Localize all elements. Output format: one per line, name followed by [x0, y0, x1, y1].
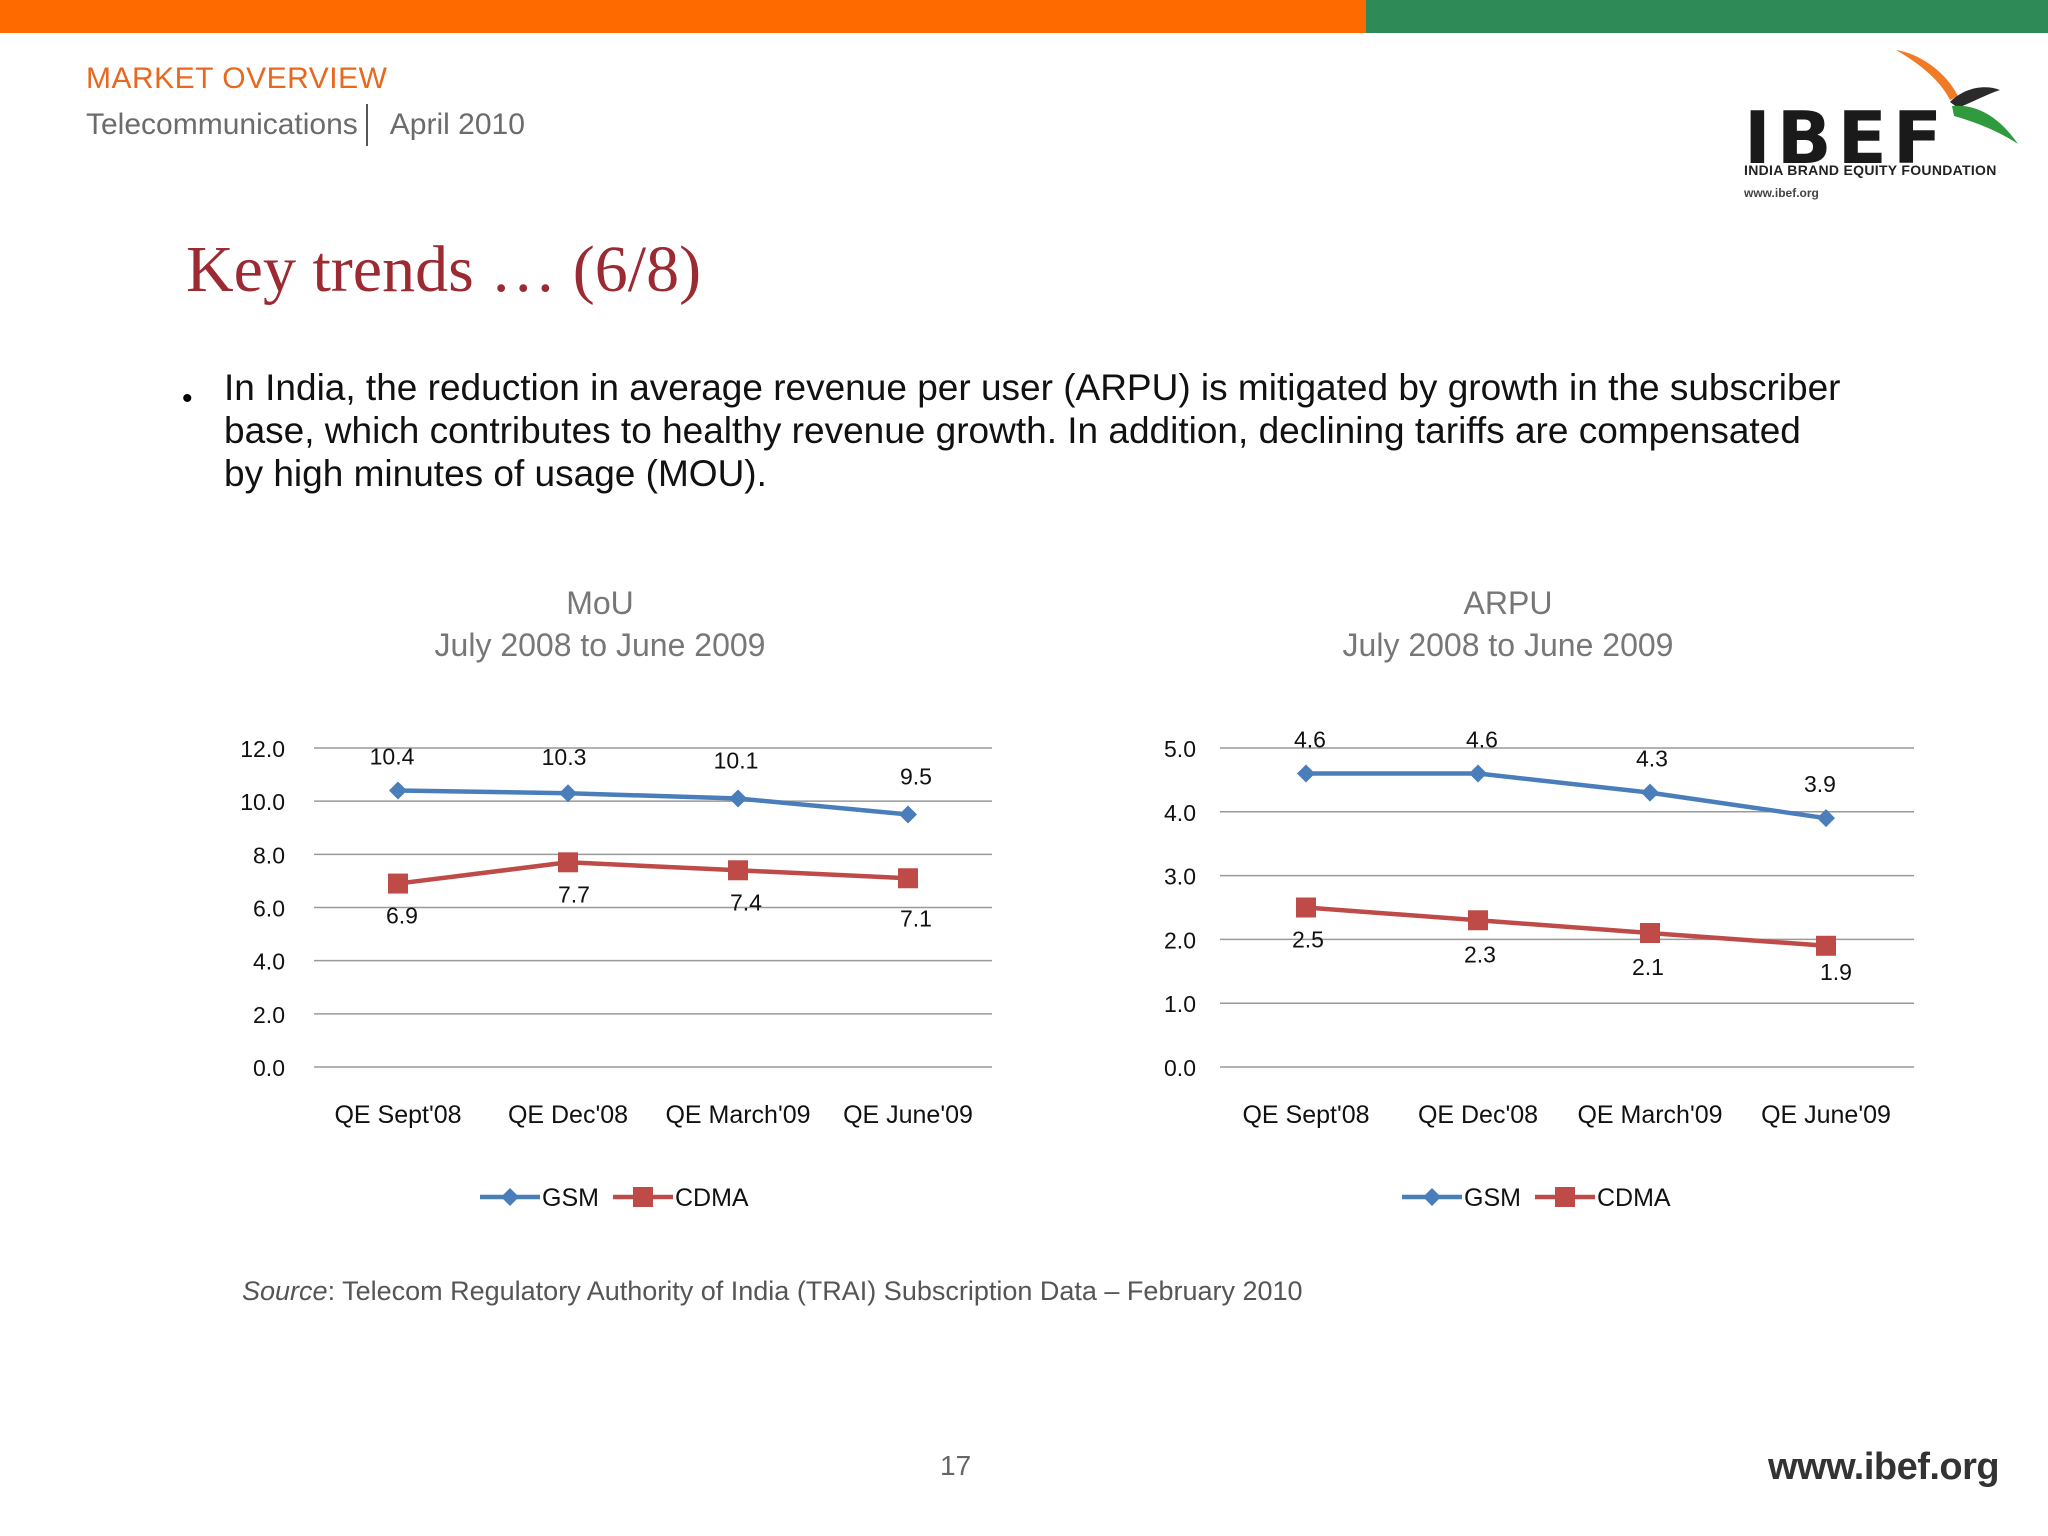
data-point-marker: [388, 873, 408, 894]
legend-label: GSM: [542, 1184, 599, 1212]
data-label: 9.5: [900, 763, 932, 789]
x-tick-label: QE March'09: [1577, 1101, 1722, 1129]
data-point-marker: [898, 868, 918, 889]
data-point-marker: [1296, 897, 1316, 918]
source-text: : Telecom Regulatory Authority of India …: [327, 1276, 1303, 1306]
chart-subtitle: July 2008 to June 2009: [434, 627, 766, 663]
data-point-marker: [729, 789, 747, 808]
series-line-cdma: [397, 860, 909, 886]
data-point-marker: [1641, 783, 1659, 802]
divider: [365, 104, 368, 146]
x-tick-label: QE June'09: [1761, 1101, 1891, 1129]
y-tick-label: 4.0: [253, 949, 285, 975]
series-line-gsm: [397, 788, 909, 817]
data-point-marker: [1469, 764, 1487, 783]
data-label: 6.9: [386, 903, 418, 929]
y-tick-label: 1.0: [1164, 991, 1196, 1017]
data-point-marker: [559, 784, 577, 803]
y-tick-label: 12.0: [240, 736, 285, 762]
data-point-marker: [389, 781, 407, 800]
data-point-marker: [1640, 923, 1660, 944]
y-tick-label: 2.0: [253, 1002, 285, 1028]
data-label: 10.4: [370, 744, 415, 770]
y-tick-label: 8.0: [253, 842, 285, 868]
data-point-marker: [1468, 910, 1488, 931]
logo-wordmark: IBEF: [1744, 96, 1949, 180]
y-tick-label: 2.0: [1164, 927, 1196, 953]
chart-title: MoU: [566, 585, 634, 621]
source-note: Source: Telecom Regulatory Authority of …: [242, 1276, 1303, 1307]
y-tick-label: 5.0: [1164, 736, 1196, 762]
y-tick-label: 0.0: [253, 1055, 285, 1081]
data-label: 2.5: [1292, 927, 1324, 953]
data-label: 4.6: [1466, 727, 1498, 753]
bullet-text: In India, the reduction in average reven…: [224, 367, 1841, 494]
data-label: 7.4: [730, 889, 762, 915]
data-label: 2.1: [1632, 954, 1664, 980]
series-line-cdma: [1305, 905, 1827, 949]
x-tick-label: QE Sept'08: [1242, 1101, 1369, 1129]
bullet-marker: •: [182, 382, 193, 415]
data-label: 3.9: [1804, 771, 1836, 797]
footer-url: www.ibef.org: [1768, 1446, 2000, 1488]
data-label: 4.6: [1294, 727, 1326, 753]
x-tick-label: QE Sept'08: [334, 1101, 461, 1129]
mou-chart: MoU July 2008 to June 2009 0.0 2.0 4.0 6.0 8…: [210, 585, 992, 1225]
y-tick-label: 3.0: [1164, 864, 1196, 890]
x-tick-label: QE June'09: [843, 1101, 973, 1129]
x-tick-label: QE March'09: [665, 1101, 810, 1129]
data-label: 7.1: [900, 905, 932, 931]
source-label: Source: [242, 1276, 328, 1306]
data-point-marker: [899, 805, 917, 824]
logo-subtitle: INDIA BRAND EQUITY FOUNDATION: [1744, 162, 1997, 178]
ibef-logo: IBEF INDIA BRAND EQUITY FOUNDATION www.i…: [1740, 44, 2020, 204]
data-label: 4.3: [1636, 746, 1668, 772]
data-label: 7.7: [558, 881, 590, 907]
bird-logo-icon: [1896, 50, 2018, 144]
data-point-marker: [1816, 935, 1836, 956]
header-bar-orange: [0, 0, 1366, 33]
data-label: 10.3: [542, 744, 587, 770]
legend-label: GSM: [1464, 1184, 1521, 1212]
page-number: 17: [940, 1450, 972, 1481]
series-line-gsm: [1306, 771, 1827, 821]
y-tick-label: 10.0: [240, 789, 285, 815]
header-bar-green: [1366, 0, 2048, 33]
arpu-chart: ARPU July 2008 to June 2009 0.0 1.0 2.0 3.0…: [1118, 585, 1914, 1225]
topic-label: Telecommunications: [86, 108, 358, 141]
legend-marker: [1423, 1188, 1441, 1206]
x-tick-label: QE Dec'08: [508, 1101, 628, 1129]
logo-url: www.ibef.org: [1744, 186, 1819, 200]
data-label: 10.1: [714, 748, 759, 774]
chart-title: ARPU: [1463, 585, 1553, 621]
legend-marker: [501, 1188, 519, 1206]
data-label: 1.9: [1820, 959, 1852, 985]
date-label: April 2010: [389, 108, 525, 141]
section-label: MARKET OVERVIEW: [86, 62, 388, 95]
y-tick-label: 0.0: [1164, 1055, 1196, 1081]
x-tick-label: QE Dec'08: [1418, 1101, 1538, 1129]
legend-marker: [633, 1187, 653, 1207]
chart-subtitle: July 2008 to June 2009: [1342, 627, 1674, 663]
arpu-chart-plot: 0.0 1.0 2.0 3.0 4.0 5.0 QE Sept'08 QE Dec'08 QE …: [1164, 727, 1914, 1212]
slide-title: Key trends … (6/8): [186, 233, 702, 306]
data-point-marker: [1297, 764, 1315, 783]
legend-label: CDMA: [675, 1184, 749, 1212]
legend-marker: [1555, 1187, 1575, 1207]
y-tick-label: 4.0: [1164, 800, 1196, 826]
data-point-marker: [1817, 809, 1835, 828]
y-tick-label: 6.0: [253, 896, 285, 922]
data-point-marker: [728, 860, 748, 881]
mou-chart-plot: 0.0 2.0 4.0 6.0 8.0 10.0 12.0 QE Sept'08 QE Dec'…: [240, 736, 992, 1212]
subheader: Telecommunications April 2010: [86, 104, 525, 146]
data-point-marker: [558, 852, 578, 873]
legend-label: CDMA: [1597, 1184, 1671, 1212]
data-label: 2.3: [1464, 941, 1496, 967]
